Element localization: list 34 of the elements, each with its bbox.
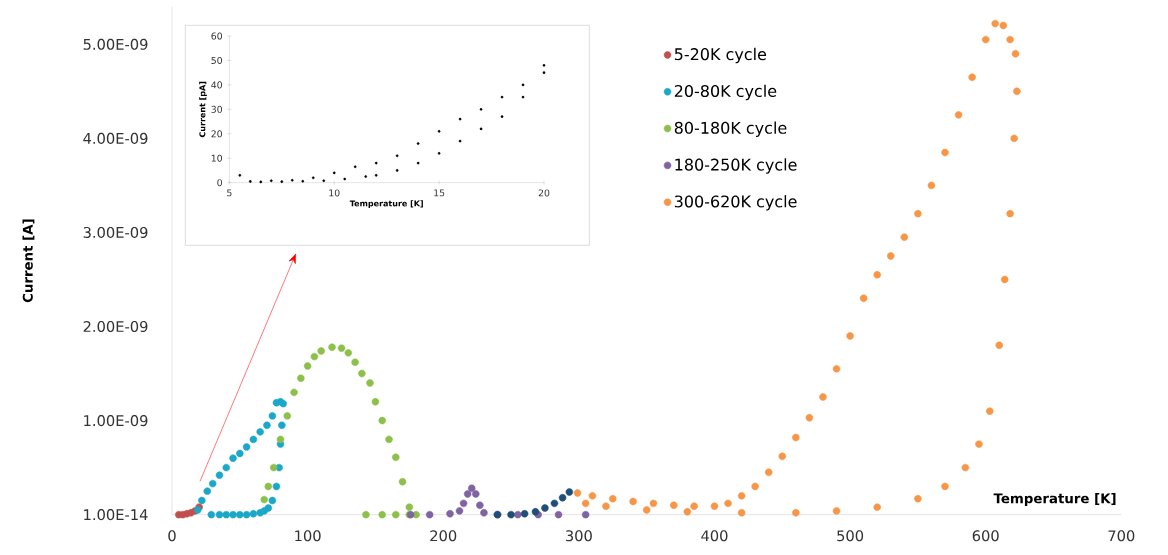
y-tick-label: 1.00E-09 xyxy=(84,415,148,427)
y-tick-label: 40 xyxy=(211,81,222,89)
y-tick-label: 1.00E-14 xyxy=(84,509,148,521)
x-axis-title: Temperature [K] xyxy=(349,200,423,209)
x-tick-label: 300 xyxy=(565,530,592,542)
legend-label: 5-20K cycle xyxy=(674,48,767,64)
x-tick-label: 500 xyxy=(837,530,864,542)
x-tick-label: 700 xyxy=(1108,530,1135,542)
x-tick-label: 10 xyxy=(329,189,340,197)
y-axis-title: Current [A] xyxy=(22,219,35,303)
x-tick-label: 0 xyxy=(168,530,176,542)
y-tick-label: 60 xyxy=(211,32,222,40)
y-tick-label: 30 xyxy=(211,105,222,114)
legend-label: 180-250K cycle xyxy=(675,158,797,174)
y-tick-label: 50 xyxy=(211,57,222,65)
y-tick-label: 0 xyxy=(217,179,223,187)
x-tick-label: 20 xyxy=(538,189,550,197)
y-tick-label: 3.00E-09 xyxy=(83,227,148,239)
y-tick-label: 2.00E-09 xyxy=(83,321,148,333)
x-tick-label: 400 xyxy=(701,530,728,542)
x-tick-label: 200 xyxy=(430,530,457,542)
legend-label: 20-80K cycle xyxy=(674,84,777,101)
x-tick-label: 5 xyxy=(227,189,232,197)
y-axis-title: Current [pA] xyxy=(199,81,207,138)
legend-label: 80-180K cycle xyxy=(674,121,787,138)
y-tick-label: 20 xyxy=(211,130,222,138)
legend-label: 300-620K cycle xyxy=(674,195,797,211)
x-tick-label: 600 xyxy=(972,530,999,542)
x-tick-label: 100 xyxy=(295,530,321,542)
y-tick-label: 10 xyxy=(211,154,222,162)
x-axis-title: Temperature [K] xyxy=(993,493,1116,507)
y-tick-label: 4.00E-09 xyxy=(83,133,148,145)
x-tick-label: 15 xyxy=(434,189,445,197)
y-tick-label: 5.00E-09 xyxy=(83,38,148,51)
